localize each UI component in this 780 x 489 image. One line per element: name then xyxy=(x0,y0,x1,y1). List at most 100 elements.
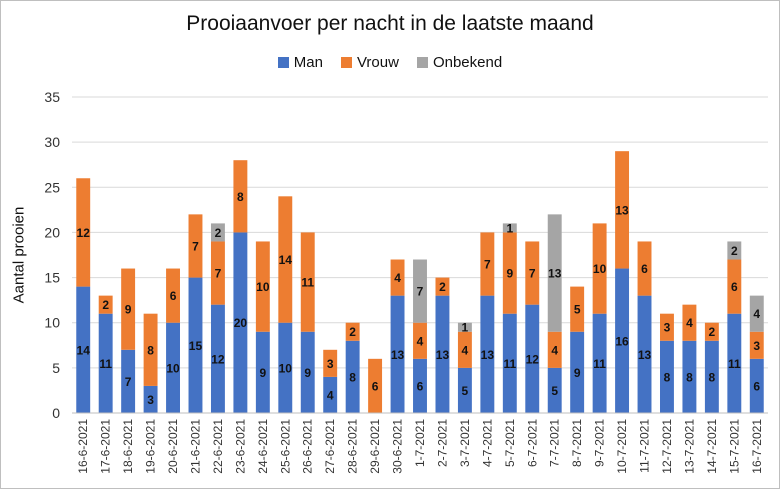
bar-vrouw xyxy=(457,331,472,368)
data-label: 6 xyxy=(372,379,379,393)
bar-vrouw xyxy=(368,358,383,413)
data-label: 4 xyxy=(686,316,693,330)
data-label: 13 xyxy=(615,203,629,217)
data-label: 8 xyxy=(237,190,244,204)
data-label: 12 xyxy=(77,226,91,240)
data-label: 13 xyxy=(481,348,495,362)
x-tick-label: 28-6-2021 xyxy=(346,419,360,474)
data-label: 6 xyxy=(170,289,177,303)
data-label: 2 xyxy=(349,325,356,339)
legend-label-vrouw: Vrouw xyxy=(356,54,399,71)
data-label: 12 xyxy=(211,352,225,366)
bar-vrouw xyxy=(660,313,674,341)
bar-man xyxy=(300,331,315,413)
data-label: 12 xyxy=(526,352,540,366)
bar-vrouw xyxy=(502,232,517,314)
x-tick-label: 14-7-2021 xyxy=(705,419,719,474)
bar-onbekend xyxy=(727,241,742,260)
data-label: 4 xyxy=(753,307,760,321)
legend-swatch-man xyxy=(277,57,289,68)
data-label: 13 xyxy=(391,348,405,362)
y-tick-label: 5 xyxy=(52,360,60,376)
bar-vrouw xyxy=(570,286,585,332)
bar-vrouw xyxy=(345,322,360,341)
x-tick-label: 6-7-2021 xyxy=(525,419,539,467)
data-label: 8 xyxy=(686,370,693,384)
x-tick-label: 13-7-2021 xyxy=(682,419,696,474)
bar-vrouw xyxy=(121,268,136,350)
bar-onbekend xyxy=(457,322,472,332)
data-label: 9 xyxy=(574,366,581,380)
bar-onbekend xyxy=(413,259,427,323)
x-tick-label: 4-7-2021 xyxy=(480,419,494,467)
data-label: 15 xyxy=(189,339,203,353)
data-label: 7 xyxy=(215,267,222,281)
bar-man xyxy=(98,313,113,413)
bar-vrouw xyxy=(76,178,91,287)
bar-vrouw xyxy=(682,304,697,341)
data-label: 10 xyxy=(256,280,270,294)
data-label: 11 xyxy=(99,357,112,371)
x-tick-label: 26-6-2021 xyxy=(301,419,315,474)
x-tick-label: 19-6-2021 xyxy=(144,419,158,474)
bar-man xyxy=(413,358,427,413)
y-tick-label: 10 xyxy=(44,315,60,331)
bar-vrouw xyxy=(525,241,540,305)
bar-man xyxy=(615,268,630,413)
x-tick-label: 22-6-2021 xyxy=(211,419,225,474)
bar-vrouw xyxy=(615,151,630,269)
bar-man xyxy=(637,295,652,413)
data-label: 7 xyxy=(417,285,424,299)
bar-man xyxy=(660,340,674,413)
legend: Man Vrouw Onbekend xyxy=(0,54,780,71)
data-label: 14 xyxy=(279,253,293,267)
x-tick-label: 16-7-2021 xyxy=(750,419,764,474)
bar-vrouw xyxy=(547,331,562,368)
data-label: 8 xyxy=(664,370,671,384)
data-label: 9 xyxy=(506,267,513,281)
bar-man xyxy=(210,304,225,413)
data-label: 10 xyxy=(593,262,607,276)
x-tick-label: 11-7-2021 xyxy=(638,419,652,473)
bar-man xyxy=(682,340,697,413)
x-tick-label: 21-6-2021 xyxy=(188,419,202,474)
bar-vrouw xyxy=(480,232,495,296)
bar-onbekend xyxy=(749,295,764,332)
data-label: 6 xyxy=(731,280,738,294)
data-label: 16 xyxy=(615,334,629,348)
data-label: 7 xyxy=(192,239,199,253)
bar-man xyxy=(323,376,338,413)
bar-vrouw xyxy=(704,322,719,341)
data-label: 7 xyxy=(125,375,132,389)
bar-vrouw xyxy=(435,277,450,296)
data-label: 1 xyxy=(462,321,469,335)
bar-man xyxy=(188,277,203,413)
data-label: 7 xyxy=(529,267,536,281)
x-tick-label: 12-7-2021 xyxy=(660,419,674,474)
bar-vrouw xyxy=(592,223,607,314)
data-label: 8 xyxy=(709,370,716,384)
x-tick-label: 16-6-2021 xyxy=(76,419,90,474)
data-label: 7 xyxy=(484,258,491,272)
bar-man xyxy=(166,322,180,413)
bar-vrouw xyxy=(210,241,225,305)
x-tick-label: 30-6-2021 xyxy=(391,419,405,474)
bar-man xyxy=(278,322,293,413)
bar-onbekend xyxy=(502,223,517,233)
data-label: 3 xyxy=(327,357,334,371)
data-label: 4 xyxy=(417,334,424,348)
bar-onbekend xyxy=(547,214,562,332)
x-tick-label: 15-7-2021 xyxy=(727,419,741,474)
bar-man xyxy=(749,358,764,413)
x-tick-label: 18-6-2021 xyxy=(121,419,135,474)
data-label: 13 xyxy=(548,267,562,281)
data-label: 11 xyxy=(301,276,314,290)
x-tick-label: 1-7-2021 xyxy=(413,419,427,467)
bar-vrouw xyxy=(188,214,203,278)
data-label: 3 xyxy=(147,393,154,407)
x-tick-label: 20-6-2021 xyxy=(166,419,180,474)
data-label: 4 xyxy=(462,343,469,357)
data-label: 10 xyxy=(166,361,180,375)
data-label: 2 xyxy=(439,280,446,294)
